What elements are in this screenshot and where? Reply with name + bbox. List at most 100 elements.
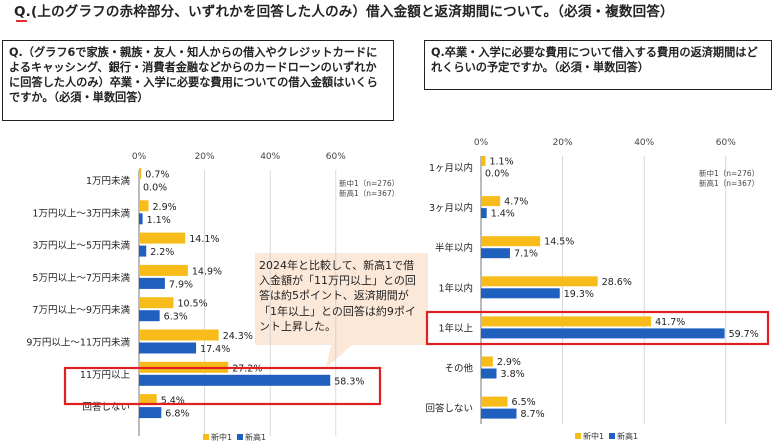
category-label: 1ヶ月以内 <box>429 162 473 174</box>
category-label: 3ヶ月以内 <box>429 202 473 214</box>
bar-series2 <box>139 374 331 386</box>
bar-series1 <box>139 394 157 406</box>
data-label: 0.0% <box>485 169 509 180</box>
bar-series2 <box>481 408 517 419</box>
x-tick-label: 40% <box>260 152 280 162</box>
bar-series2 <box>139 213 143 225</box>
bar-series1 <box>481 396 508 407</box>
data-label: 0.7% <box>145 170 169 181</box>
data-label: 2.2% <box>150 247 174 258</box>
bar-series1 <box>481 196 501 207</box>
category-label: 5万円以上～7万円未満 <box>32 272 130 284</box>
data-label: 24.3% <box>223 331 253 342</box>
legend-swatch <box>609 433 615 439</box>
category-label: 回答しない <box>82 401 130 413</box>
x-tick-label: 20% <box>195 152 215 162</box>
bar-series1 <box>139 264 188 276</box>
data-label: 4.7% <box>504 197 528 208</box>
bar-series1 <box>481 236 541 247</box>
x-tick-label: 60% <box>716 138 736 148</box>
legend-label: 新高1 <box>617 431 638 441</box>
x-tick-label: 0% <box>132 152 147 162</box>
x-tick-label: 60% <box>326 152 346 162</box>
chart-loan-amount: 0% 20% 40% 60% 新中1（n=276）新高1（n=367） 1万円未満 0.7%… <box>26 152 399 442</box>
data-label: 3.8% <box>501 369 525 380</box>
callout-text: 2024年と比較して、新高1で借入金額が「11万円以上」との回答は約5ポイント、… <box>259 259 416 333</box>
data-label: 59.7% <box>729 329 759 340</box>
bar-series1 <box>139 329 219 341</box>
bar-series2 <box>481 208 487 219</box>
data-label: 1.1% <box>489 157 513 168</box>
bar-series2 <box>481 288 560 299</box>
data-label: 14.9% <box>192 266 222 277</box>
legend-swatch <box>575 433 581 439</box>
sample-size-note: 新高1（n=367） <box>339 188 399 198</box>
data-label: 6.3% <box>164 312 188 323</box>
heading-accent-line <box>16 20 27 22</box>
sample-size-note: 新高1（n=367） <box>699 178 759 188</box>
bar-series2 <box>481 328 725 339</box>
data-label: 14.5% <box>544 237 574 248</box>
data-label: 19.3% <box>564 289 594 300</box>
legend-swatch <box>237 434 243 440</box>
category-label: 回答しない <box>425 403 473 415</box>
category-label: 1万円以上～3万円未満 <box>32 207 130 219</box>
data-label: 2.9% <box>153 202 177 213</box>
bar-series2 <box>139 407 162 419</box>
data-label: 2.9% <box>497 357 521 368</box>
data-label: 28.6% <box>602 277 632 288</box>
legend-swatch <box>203 434 209 440</box>
data-label: 10.5% <box>177 299 207 310</box>
bar-series1 <box>481 316 652 327</box>
x-tick-label: 0% <box>474 138 489 148</box>
category-label: 1年以上 <box>438 322 473 334</box>
sample-size-note: 新中1（n=276） <box>339 178 399 188</box>
category-label: 半年以内 <box>435 242 473 254</box>
bar-series1 <box>139 232 186 244</box>
data-label: 17.4% <box>200 344 230 355</box>
left-question-box: Q.（グラフ6で家族・親族・友人・知人からの借入やクレジットカードによるキャッシ… <box>2 40 394 121</box>
bar-series1 <box>139 200 149 212</box>
data-label: 58.3% <box>334 376 364 387</box>
data-label: 14.1% <box>189 234 219 245</box>
bar-series1 <box>481 276 598 287</box>
bar-series2 <box>139 310 160 322</box>
data-label: 7.9% <box>169 279 193 290</box>
category-label: その他 <box>444 363 473 375</box>
data-label: 41.7% <box>655 317 685 328</box>
legend-label: 新高1 <box>245 432 266 442</box>
category-label: 11万円以上 <box>80 370 131 381</box>
bar-series1 <box>481 156 486 166</box>
bar-series2 <box>481 248 510 259</box>
bar-series2 <box>139 342 197 354</box>
bar-series1 <box>139 168 142 179</box>
category-label: 1万円未満 <box>86 175 131 187</box>
data-label: 0.0% <box>143 183 167 194</box>
x-tick-label: 40% <box>634 138 654 148</box>
legend-label: 新中1 <box>211 432 232 442</box>
legend-label: 新中1 <box>583 431 604 441</box>
highlight-box <box>63 366 382 406</box>
right-question-box: Q.卒業・入学に必要な費用について借入する費用の返済期間はどれくらいの予定ですか… <box>424 40 772 90</box>
category-label: 7万円以上～9万円未満 <box>32 304 130 316</box>
data-label: 8.7% <box>520 409 544 420</box>
bar-series2 <box>139 245 147 257</box>
category-label: 3万円以上～5万円未満 <box>32 240 130 252</box>
callout-layer <box>255 253 428 368</box>
highlight-box <box>425 310 770 346</box>
bar-series1 <box>139 297 174 309</box>
sample-size-note: 新中1（n=276） <box>699 168 759 178</box>
bar-series1 <box>481 356 493 367</box>
data-label: 1.4% <box>491 209 515 220</box>
data-label: 1.1% <box>147 215 171 226</box>
bar-series2 <box>139 277 165 289</box>
bar-series2 <box>481 368 497 379</box>
category-label: 9万円以上～11万円未満 <box>26 337 130 349</box>
data-label: 6.5% <box>512 397 536 408</box>
callout-bubble <box>255 253 428 368</box>
data-label: 7.1% <box>514 249 538 260</box>
data-label: 5.4% <box>161 396 185 407</box>
page-heading: Q.(上のグラフの赤枠部分、いずれかを回答した人のみ）借入金額と返済期間について… <box>14 4 674 20</box>
data-label: 6.8% <box>165 409 189 420</box>
